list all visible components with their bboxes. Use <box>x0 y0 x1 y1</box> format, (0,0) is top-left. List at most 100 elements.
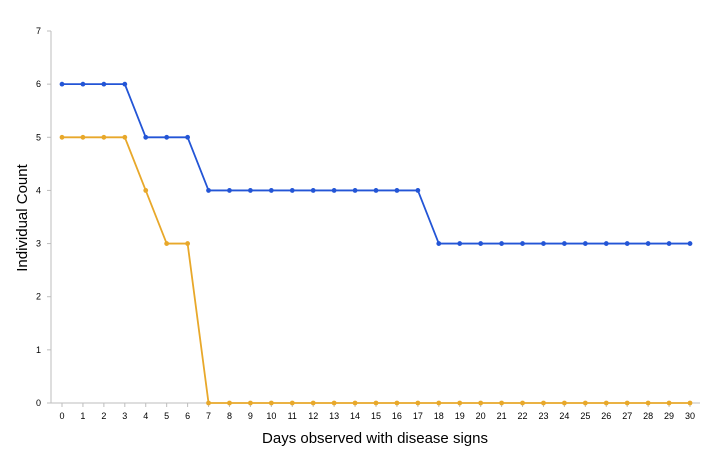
series-2-point <box>520 400 525 406</box>
series-1-point <box>582 241 588 246</box>
x-tick-label: 6 <box>185 411 190 421</box>
series-1-point <box>143 134 149 140</box>
series-2-point <box>310 400 316 406</box>
series-2-point <box>645 400 651 406</box>
x-tick-label: 9 <box>248 411 253 421</box>
series-1-point <box>80 81 86 87</box>
series-1-point <box>101 81 107 87</box>
series-2-point <box>582 400 588 406</box>
series-1-point <box>394 188 400 193</box>
x-tick-label: 28 <box>643 411 653 421</box>
series-2-point <box>268 400 274 406</box>
series-2-point <box>457 400 463 406</box>
x-tick-label: 11 <box>288 411 297 421</box>
series-2-point <box>185 241 191 246</box>
series-2-point <box>541 400 546 406</box>
x-tick-label: 19 <box>455 411 465 421</box>
series-2-point <box>143 188 149 193</box>
x-tick-label: 30 <box>685 411 695 421</box>
series-2-point <box>206 400 211 406</box>
x-tick-label: 10 <box>266 411 276 421</box>
series-2-point <box>59 134 65 140</box>
y-tick-label: 6 <box>36 79 41 89</box>
series-2-point <box>415 400 421 406</box>
series-1-point <box>331 188 337 193</box>
series-2-point <box>499 400 504 406</box>
x-axis-title: Days observed with disease signs <box>262 430 488 447</box>
series-2-point <box>80 134 86 140</box>
y-tick-label: 7 <box>36 26 41 36</box>
series-1-point <box>227 188 232 193</box>
x-tick-label: 13 <box>329 411 339 421</box>
series-1-point <box>603 241 609 246</box>
series-1-point <box>289 188 295 193</box>
series-2-point <box>289 400 295 406</box>
series-1-point <box>436 241 442 246</box>
x-tick-label: 17 <box>413 411 423 421</box>
series-2-point <box>478 400 484 406</box>
y-tick-label: 2 <box>36 292 41 302</box>
x-tick-label: 7 <box>206 411 211 421</box>
series-1-point <box>478 241 484 246</box>
series-line-2 <box>62 136 690 404</box>
x-tick-label: 25 <box>580 411 590 421</box>
x-tick-label: 5 <box>164 411 169 421</box>
x-tick-label: 26 <box>601 411 611 421</box>
series-layer <box>59 81 693 406</box>
series-2-point <box>394 400 400 406</box>
series-2-point <box>687 400 693 406</box>
series-2-point <box>164 241 170 246</box>
series-1-point <box>499 241 504 246</box>
series-1-point <box>206 188 211 193</box>
series-1-point <box>666 241 672 246</box>
x-tick-label: 27 <box>622 411 632 421</box>
y-axis: 0 1 2 3 4 5 6 7 <box>36 26 52 408</box>
x-tick-label: 4 <box>143 411 148 421</box>
series-1-point <box>248 188 253 193</box>
x-tick-label: 23 <box>538 411 548 421</box>
x-tick-label: 16 <box>392 411 402 421</box>
x-tick-label: 14 <box>350 411 360 421</box>
y-axis-title: Individual Count <box>14 163 31 271</box>
x-tick-label: 8 <box>227 411 232 421</box>
y-tick-label: 4 <box>36 185 41 195</box>
x-tick-label: 12 <box>308 411 318 421</box>
series-2-point <box>603 400 609 406</box>
y-tick-label: 3 <box>36 239 41 249</box>
series-1-point <box>59 81 65 87</box>
series-2-point <box>373 400 379 406</box>
y-tick-label: 1 <box>36 345 41 355</box>
x-tick-label: 21 <box>497 411 507 421</box>
series-2-point <box>436 400 442 406</box>
series-2-point <box>331 400 337 406</box>
series-2-point <box>101 134 107 140</box>
x-tick-label: 22 <box>518 411 528 421</box>
x-tick-label: 1 <box>80 411 85 421</box>
x-tick-label: 15 <box>371 411 381 421</box>
series-1-point <box>268 188 274 193</box>
x-tick-label: 3 <box>122 411 127 421</box>
x-tick-label: 2 <box>101 411 106 421</box>
series-1-point <box>624 241 630 246</box>
series-1-point <box>310 188 316 193</box>
series-1-point <box>122 81 128 87</box>
x-tick-label: 18 <box>434 411 444 421</box>
y-tick-label: 5 <box>36 132 41 142</box>
series-2-point <box>352 400 358 406</box>
x-tick-label: 20 <box>476 411 486 421</box>
series-1-point <box>415 188 421 193</box>
series-2-point <box>666 400 672 406</box>
series-1-point <box>185 134 191 140</box>
series-2-point <box>122 134 128 140</box>
series-2-point <box>227 400 232 406</box>
series-1-point <box>520 241 525 246</box>
x-axis: 0 1 2 3 4 5 6 7 8 9 10 11 12 13 14 15 16 17 18 19 20 21 22 23 24… <box>51 402 700 421</box>
series-1-point <box>457 241 463 246</box>
series-2-point <box>624 400 630 406</box>
series-1-point <box>164 134 170 140</box>
series-2-point <box>248 400 253 406</box>
series-line-1 <box>62 83 690 245</box>
series-2-point <box>562 400 567 406</box>
